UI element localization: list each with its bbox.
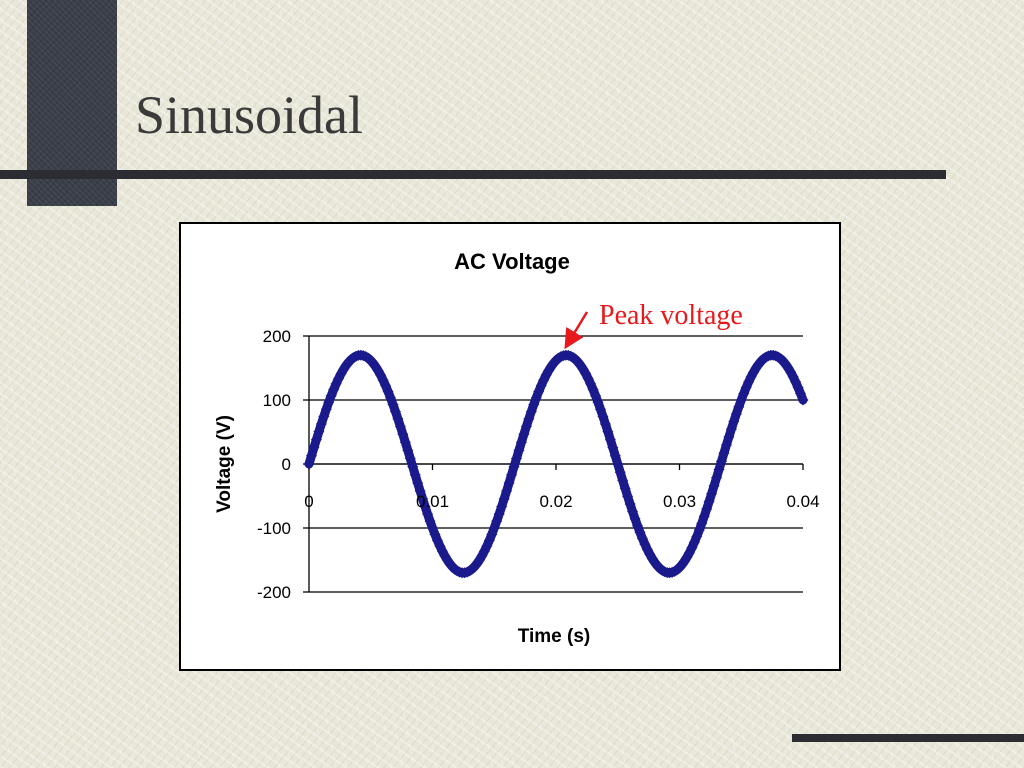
chart-title: AC Voltage [454,249,570,274]
peak-voltage-annotation: Peak voltage [599,300,743,331]
y-tick-label-4: -200 [257,583,291,602]
series-point [328,384,340,396]
series-point [305,450,317,462]
x-tick-label-3: 0.03 [663,492,696,511]
series-point [609,450,621,462]
series-point [607,442,619,454]
slide-title: Sinusoidal [135,85,364,145]
title-rule [0,170,946,179]
series-point [617,474,629,486]
y-tick-label-0: 200 [263,327,291,346]
series-markers [303,349,809,579]
series-point [375,369,387,381]
series-point [486,528,498,540]
series-point [407,461,419,473]
series-point [389,406,401,418]
series-point [422,508,434,520]
series-point [602,426,614,438]
series-point [792,382,804,394]
series-point [402,444,414,456]
series-point [508,461,520,473]
series-point [528,399,540,411]
bottom-rule [792,734,1024,742]
x-tick-label-1: 0.01 [416,492,449,511]
series-point [303,458,315,470]
series-point [629,513,641,525]
series-point [636,532,648,544]
series-point [612,458,624,470]
series-point [735,394,747,406]
series-point [409,469,421,481]
series-point [797,394,809,406]
series-point [478,545,490,557]
series-point [720,439,732,451]
series-point [404,453,416,465]
series-point [627,506,639,518]
series-point [639,538,651,550]
series-point [385,392,397,404]
series-point [743,376,755,388]
series-point [338,363,350,375]
y-tick-label-2: 0 [282,455,291,474]
series-point [513,444,525,456]
series-point [394,421,406,433]
series-point [412,477,424,489]
series-point [681,551,693,563]
series-point [503,477,515,489]
series-point [619,482,631,494]
series-point [515,436,527,448]
series-point [424,515,436,527]
series-point [323,396,335,408]
chart-svg: AC Voltage 200 100 0 -100 -200 0 0.01 0.02 0.03 0… [214,249,820,647]
series-point [614,466,626,478]
series-point [590,390,602,402]
series-point [711,472,723,484]
y-axis-label: Voltage (V) [214,415,235,513]
series-point [577,363,589,375]
x-tick-label-0: 0 [304,492,313,511]
series-point [538,374,550,386]
series-point [308,442,320,454]
series-point [715,455,727,467]
series-point [439,550,451,562]
series-point [604,434,616,446]
x-tick-label-4: 0.04 [786,492,819,511]
series-point [599,418,611,430]
series-point [399,436,411,448]
series-point [501,485,513,497]
series-point [641,544,653,556]
series-point [333,372,345,384]
series-point [708,480,720,492]
series-point [718,447,730,459]
x-tick-label-2: 0.02 [539,492,572,511]
series-point [745,371,757,383]
series-point [713,463,725,475]
x-axis-label: Time (s) [518,626,591,647]
series-point [370,361,382,373]
series-point [506,469,518,481]
series-point [372,365,384,377]
y-tick-label-1: 100 [263,391,291,410]
chart-area: AC Voltage 200 100 0 -100 -200 0 0.01 0.02 0.03 0… [179,222,841,671]
y-tick-label-3: -100 [257,519,291,538]
